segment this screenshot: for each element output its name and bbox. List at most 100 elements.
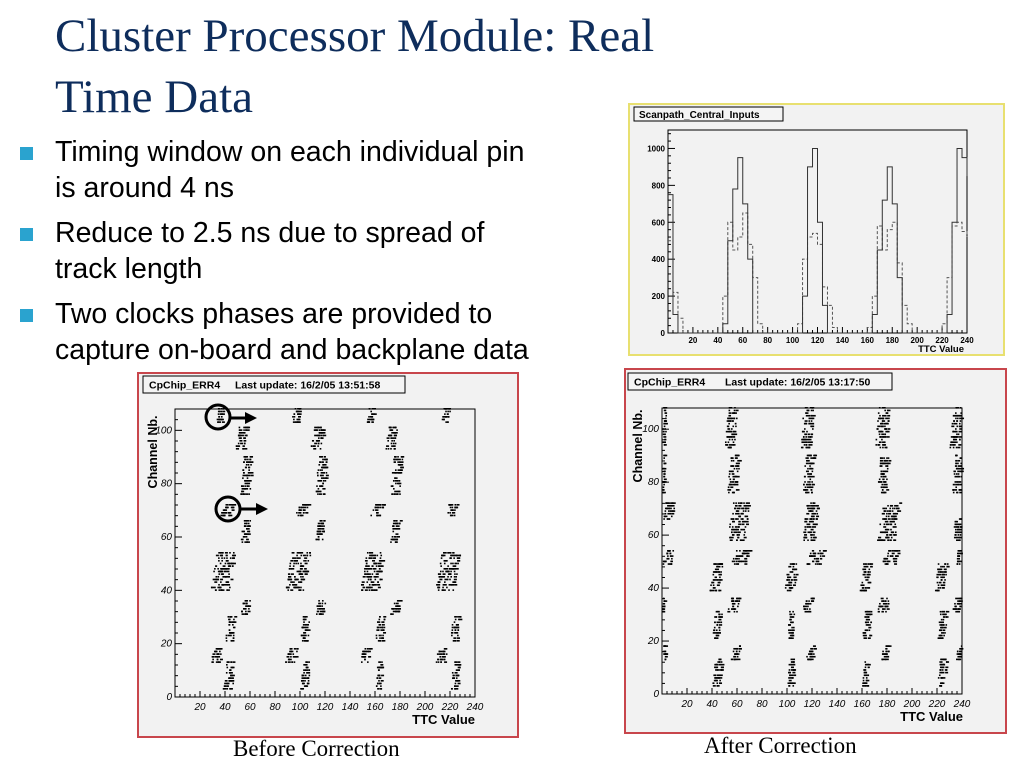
scatter-point	[230, 621, 232, 623]
scatter-point	[663, 483, 665, 486]
scatter-point	[226, 570, 230, 573]
scatter-point	[732, 459, 735, 462]
scatter-point	[949, 444, 952, 446]
scatter-point	[316, 605, 319, 607]
scatter-point	[228, 680, 232, 682]
scatter-point	[289, 661, 291, 663]
scatter-point	[221, 413, 224, 415]
scatter-point	[395, 458, 398, 461]
scatter-point	[728, 420, 732, 422]
scatter-point	[238, 437, 242, 439]
scatter-point	[880, 441, 882, 444]
scatter-point	[940, 576, 944, 579]
scatter-point	[957, 528, 961, 531]
scatter-point	[232, 637, 235, 639]
scatter-point	[803, 608, 806, 610]
scatter-point	[878, 536, 880, 539]
scatter-point	[458, 557, 461, 559]
scatter-point	[451, 632, 453, 634]
scatter-point	[368, 656, 370, 658]
scatter-point	[812, 539, 816, 542]
scatter-point	[939, 613, 942, 616]
scatter-point	[450, 554, 452, 557]
scatter-point	[741, 520, 744, 523]
scatter-point	[956, 536, 959, 539]
scatter-point	[812, 409, 814, 412]
scatter-point	[217, 413, 220, 415]
scatter-point	[867, 616, 870, 618]
scatter-point	[883, 486, 887, 489]
scatter-point	[453, 512, 456, 514]
scatter-point	[286, 586, 288, 589]
scatter-point	[443, 418, 445, 421]
scatter-point	[394, 432, 398, 434]
scatter-point	[719, 576, 721, 579]
scatter-point	[734, 433, 738, 436]
scatter-point	[738, 557, 740, 560]
scatter-point	[731, 433, 734, 436]
scatter-point	[317, 490, 320, 493]
scatter-point	[805, 518, 809, 520]
scatter-point	[371, 408, 375, 410]
scatter-point	[886, 523, 890, 526]
scatter-point	[939, 634, 942, 637]
scatter-point	[950, 441, 953, 444]
bullet-item: Reduce to 2.5 ns due to spread of track …	[18, 215, 638, 287]
scatter-point	[224, 682, 228, 685]
scatter-point	[808, 602, 810, 605]
scatter-point	[221, 554, 224, 557]
scatter-point	[399, 461, 403, 463]
scatter-point	[742, 528, 746, 531]
scatter-point	[377, 512, 379, 514]
y-tick-label: 0	[661, 329, 666, 338]
scatter-point	[393, 525, 395, 527]
scatter-point	[442, 586, 444, 589]
scatter-point	[869, 613, 873, 616]
scatter-point	[862, 573, 865, 576]
scatter-point	[940, 663, 943, 666]
scatter-point	[869, 571, 871, 573]
scatter-point	[736, 481, 739, 483]
scatter-point	[736, 465, 739, 467]
scatter-point	[442, 552, 445, 554]
scatter-point	[230, 680, 234, 682]
scatter-point	[455, 576, 458, 578]
y-tick-label: 80	[161, 479, 173, 490]
x-tick-label: 120	[804, 699, 821, 710]
scatter-point	[790, 616, 793, 618]
scatter-point	[812, 655, 816, 658]
scatter-point	[738, 600, 740, 602]
scatter-point	[881, 605, 884, 608]
scatter-point	[939, 671, 943, 674]
scatter-point	[884, 491, 887, 494]
scatter-point	[735, 483, 738, 486]
scatter-point	[883, 436, 887, 438]
scatter-point	[452, 562, 454, 565]
scatter-point	[740, 528, 743, 531]
scatter-point	[378, 677, 381, 679]
scatter-point	[884, 444, 887, 446]
scatter-point	[317, 445, 319, 447]
scatter-point	[955, 528, 957, 531]
scatter-point	[863, 568, 867, 571]
scatter-point	[953, 536, 957, 539]
scatter-point	[298, 418, 300, 421]
scatter-point	[318, 493, 322, 495]
scatter-point	[375, 589, 378, 591]
scatter-point	[244, 437, 246, 439]
scatter-point	[738, 647, 742, 650]
scatter-point	[451, 506, 454, 509]
scatter-point	[285, 661, 287, 663]
scatter-point	[324, 458, 328, 461]
scatter-point	[663, 444, 667, 446]
scatter-point	[224, 680, 227, 682]
scatter-point	[714, 616, 718, 618]
scatter-point	[245, 600, 247, 602]
scatter-point	[718, 571, 720, 573]
scatter-title: CpChip_ERR4	[634, 377, 705, 389]
scatter-point	[245, 461, 249, 463]
scatter-point	[791, 579, 793, 581]
scatter-point	[386, 445, 388, 447]
scatter-point	[743, 539, 745, 542]
scatter-point	[226, 584, 228, 586]
